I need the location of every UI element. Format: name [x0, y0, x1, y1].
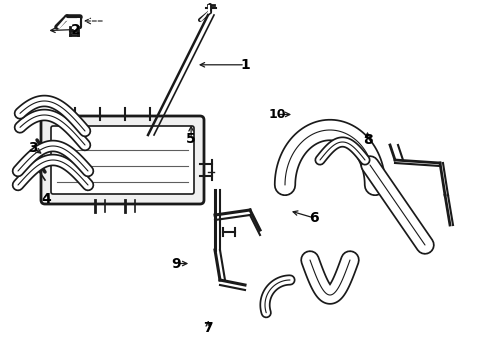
Text: 9: 9 — [172, 257, 181, 270]
Text: 5: 5 — [186, 132, 196, 145]
Text: 8: 8 — [363, 134, 372, 147]
Text: 2: 2 — [71, 23, 81, 36]
Text: 7: 7 — [203, 321, 213, 335]
Text: 1: 1 — [240, 58, 250, 72]
Text: 3: 3 — [28, 141, 38, 154]
Text: 6: 6 — [309, 211, 318, 225]
Text: 4: 4 — [42, 192, 51, 206]
FancyBboxPatch shape — [51, 126, 194, 194]
Text: 10: 10 — [268, 108, 286, 121]
FancyBboxPatch shape — [41, 116, 204, 204]
